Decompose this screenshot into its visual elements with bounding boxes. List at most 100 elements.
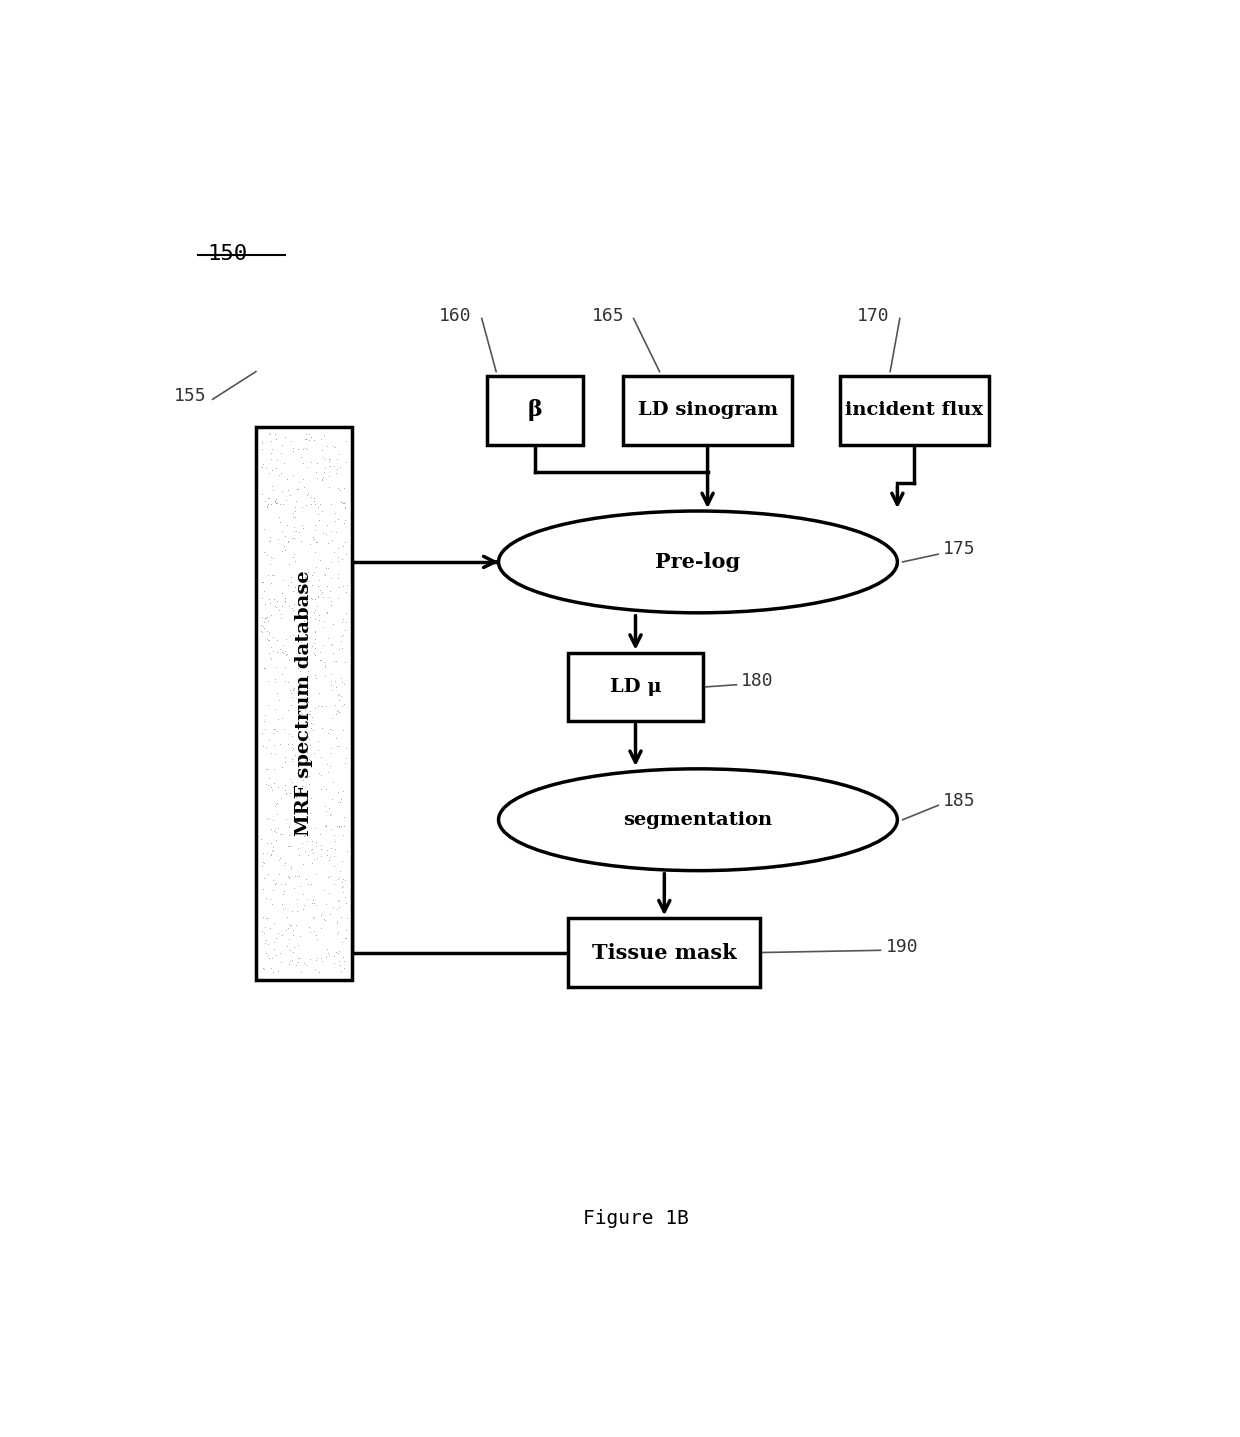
Point <box>277 782 296 805</box>
Point <box>258 862 278 885</box>
Point <box>304 907 324 930</box>
Point <box>288 438 308 461</box>
Point <box>278 935 298 958</box>
Point <box>326 675 346 698</box>
Point <box>330 456 350 479</box>
Point <box>262 648 281 671</box>
Point <box>279 867 299 890</box>
Point <box>262 430 281 453</box>
Point <box>329 698 348 721</box>
Point <box>315 457 335 480</box>
Point <box>319 721 339 744</box>
Point <box>303 563 322 586</box>
Point <box>295 566 315 589</box>
Point <box>314 466 334 489</box>
Point <box>329 563 348 586</box>
Point <box>281 770 301 793</box>
Point <box>335 496 355 519</box>
Point <box>316 892 336 915</box>
Point <box>301 586 321 609</box>
Point <box>335 497 355 520</box>
Point <box>331 490 351 513</box>
Point <box>320 754 340 777</box>
Point <box>254 852 274 875</box>
Point <box>277 513 296 536</box>
Point <box>312 499 332 522</box>
Point <box>336 581 356 604</box>
Point <box>311 428 331 451</box>
Point <box>306 894 326 917</box>
Point <box>280 782 300 805</box>
Point <box>257 494 277 517</box>
Point <box>296 796 316 819</box>
Point <box>254 606 274 629</box>
Point <box>281 914 301 937</box>
Point <box>299 747 319 770</box>
Point <box>290 747 310 770</box>
Point <box>267 589 286 612</box>
Point <box>334 491 353 514</box>
Point <box>298 752 317 775</box>
Point <box>286 520 306 543</box>
Point <box>268 816 288 839</box>
Point <box>296 747 316 770</box>
Point <box>305 816 325 839</box>
Point <box>265 671 285 694</box>
Point <box>308 585 327 608</box>
Point <box>325 509 345 532</box>
Point <box>274 854 294 877</box>
Point <box>294 476 314 499</box>
Point <box>310 509 330 532</box>
Point <box>273 493 293 516</box>
Point <box>299 616 319 639</box>
Point <box>294 516 314 539</box>
Point <box>289 947 309 970</box>
Point <box>335 530 355 553</box>
Point <box>296 693 316 716</box>
Point <box>311 777 331 800</box>
Point <box>304 487 324 510</box>
Point <box>315 655 335 678</box>
Point <box>300 802 320 825</box>
Point <box>300 733 320 756</box>
Point <box>335 476 355 499</box>
Point <box>267 792 286 815</box>
Point <box>295 698 315 721</box>
Point <box>336 430 356 453</box>
Point <box>311 648 331 671</box>
Point <box>319 451 339 474</box>
Point <box>294 437 314 460</box>
Point <box>257 773 277 796</box>
Point <box>254 915 274 938</box>
Point <box>264 911 284 934</box>
Point <box>259 729 279 752</box>
Point <box>291 960 311 983</box>
Point <box>254 923 274 946</box>
Point <box>262 563 281 586</box>
Point <box>253 905 273 928</box>
Point <box>326 520 346 543</box>
Point <box>258 907 278 930</box>
Point <box>309 762 329 785</box>
Point <box>306 946 326 969</box>
Point <box>279 552 299 575</box>
Point <box>264 698 284 721</box>
Point <box>254 657 274 680</box>
Point <box>315 655 335 678</box>
Point <box>309 681 329 704</box>
Point <box>260 592 280 615</box>
Point <box>258 842 278 865</box>
Point <box>259 421 279 444</box>
Point <box>299 727 319 750</box>
Text: 155: 155 <box>174 387 207 405</box>
Point <box>267 927 286 950</box>
Point <box>308 451 327 474</box>
Point <box>317 532 337 555</box>
Point <box>312 438 332 461</box>
Point <box>315 664 335 687</box>
Point <box>325 454 345 477</box>
Point <box>298 665 317 688</box>
Point <box>305 644 325 667</box>
Point <box>283 596 303 619</box>
Point <box>301 486 321 509</box>
